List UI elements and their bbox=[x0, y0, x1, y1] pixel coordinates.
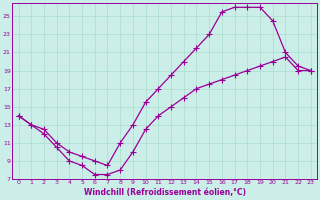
X-axis label: Windchill (Refroidissement éolien,°C): Windchill (Refroidissement éolien,°C) bbox=[84, 188, 246, 197]
